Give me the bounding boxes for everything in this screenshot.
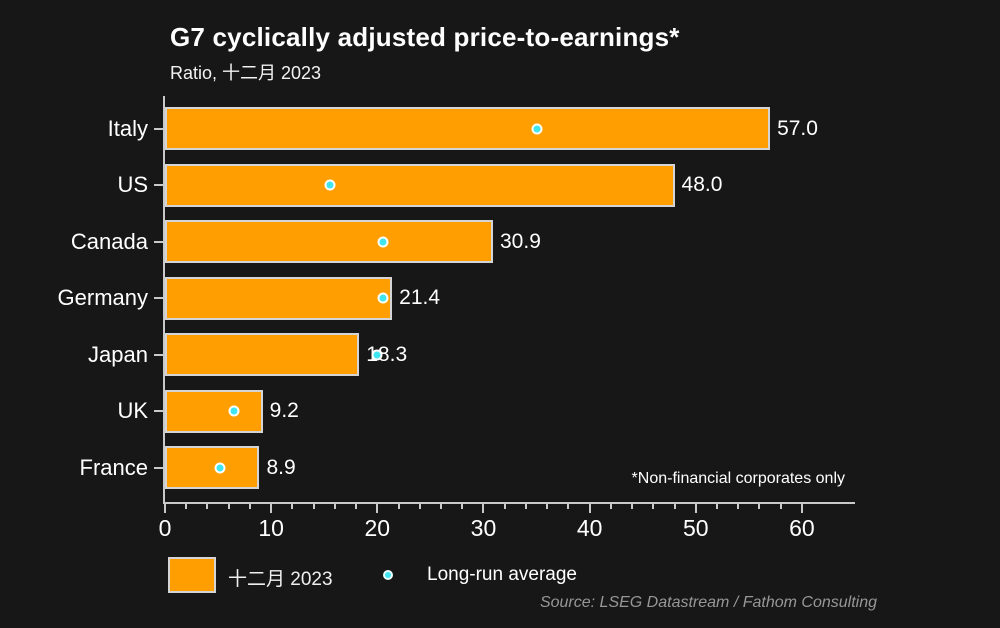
long-run-average-dot [371, 349, 383, 360]
category-label-italy: Italy [107, 115, 148, 141]
x-axis-major-tick [164, 504, 166, 513]
x-axis-major-tick [376, 504, 379, 513]
legend-dot-icon [383, 570, 393, 580]
chart-title: G7 cyclically adjusted price-to-earnings… [170, 22, 680, 52]
x-axis-minor-tick [418, 504, 421, 509]
x-axis-tick-label: 40 [576, 515, 603, 541]
y-axis-tick [154, 410, 163, 412]
x-axis-tick-label: 0 [158, 515, 172, 541]
x-axis-minor-tick [652, 504, 655, 509]
bar-row: 57.0 Italy [108, 107, 855, 150]
y-axis-tick [154, 297, 163, 299]
x-axis-tick-label: 10 [258, 515, 284, 541]
x-axis-minor-tick [227, 504, 230, 509]
x-axis-major-tick [270, 504, 273, 513]
x-axis-minor-tick [355, 504, 358, 509]
footnote-annotation: *Non-financial corporates only [631, 470, 845, 487]
bar-row: 9.2 UK [117, 389, 855, 433]
x-axis-minor-tick [248, 504, 251, 509]
x-axis-minor-tick [333, 504, 336, 509]
bar-value-label: 30.9 [500, 229, 541, 253]
x-axis-line [163, 502, 855, 504]
x-axis-minor-tick [716, 504, 718, 509]
x-axis-minor-tick [206, 504, 209, 509]
bar-canada [165, 220, 493, 263]
long-run-average-dot [377, 236, 389, 247]
y-axis-line [163, 96, 165, 504]
y-axis-tick [154, 127, 163, 130]
chart-subtitle: Ratio, 十二月 2023 [170, 63, 322, 83]
x-axis-minor-tick [631, 504, 634, 509]
bar-italy [165, 107, 771, 150]
x-axis-minor-tick [397, 504, 400, 509]
legend-bar-swatch [168, 557, 216, 593]
legend-bar-label: 十二月 2023 [228, 569, 333, 590]
x-axis-major-tick [800, 504, 803, 513]
bar-row: 18.3 Japan [88, 333, 855, 376]
x-axis-major-tick [694, 504, 697, 513]
bar-value-label: 48.0 [681, 173, 723, 196]
x-axis-minor-tick [524, 504, 527, 509]
bar-row: 48.0 US [117, 163, 855, 207]
x-axis-minor-tick [673, 504, 676, 509]
bar-value-label: 57.0 [777, 116, 818, 140]
y-axis-tick [154, 184, 163, 186]
x-axis-minor-tick [312, 504, 315, 509]
legend: 十二月 2023 Long-run average [0, 553, 1000, 597]
bar-france [165, 446, 260, 489]
bar-row: 21.4 Germany [58, 276, 855, 320]
plot-area: 57.0 Italy 48.0 US 30.9 Canada 21.4 Germany 18.3… [58, 96, 855, 541]
x-axis-minor-tick [609, 504, 612, 509]
legend-dot-label: Long-run average [427, 564, 577, 585]
x-axis-tick-label: 20 [364, 515, 391, 541]
bar-us [165, 163, 675, 207]
long-run-average-dot [228, 405, 240, 417]
x-axis-tick-label: 30 [470, 515, 497, 541]
x-axis-minor-tick [291, 504, 294, 509]
x-axis-minor-tick [546, 504, 549, 509]
x-axis-minor-tick [440, 504, 442, 509]
x-axis-minor-tick [567, 504, 570, 509]
x-axis-minor-tick [779, 504, 782, 509]
source-credit: Source: LSEG Datastream / Fathom Consult… [539, 594, 877, 611]
long-run-average-dot [214, 462, 226, 473]
category-label-us: US [117, 172, 148, 197]
category-label-germany: Germany [57, 285, 148, 310]
x-axis-minor-tick [737, 504, 740, 509]
y-axis-tick [154, 466, 163, 469]
x-axis-minor-tick [461, 504, 464, 509]
bar-value-label: 9.2 [269, 399, 299, 422]
x-axis-minor-tick [758, 504, 761, 509]
x-axis-minor-tick [185, 504, 188, 509]
x-axis-tick-label: 50 [682, 515, 709, 541]
x-axis-minor-tick [503, 504, 506, 509]
category-label-japan: Japan [88, 341, 148, 367]
x-axis-major-tick [588, 504, 591, 513]
bar-row: 30.9 Canada [71, 220, 855, 263]
bar-row: 8.9 France [80, 446, 855, 489]
y-axis-tick [154, 240, 163, 243]
long-run-average-dot [324, 179, 336, 191]
bar-germany [165, 276, 393, 320]
bar-uk [165, 389, 263, 433]
bar-value-label: 8.9 [266, 455, 296, 479]
category-label-uk: UK [117, 398, 148, 423]
category-label-canada: Canada [70, 228, 148, 254]
bar-value-label: 21.4 [399, 286, 441, 309]
y-axis-tick [154, 353, 163, 356]
x-axis-major-tick [482, 504, 485, 513]
long-run-average-dot [531, 123, 543, 134]
category-label-france: France [79, 454, 148, 480]
x-axis-tick-label: 60 [789, 515, 815, 541]
long-run-average-dot [377, 292, 389, 304]
bar-japan [165, 333, 360, 376]
